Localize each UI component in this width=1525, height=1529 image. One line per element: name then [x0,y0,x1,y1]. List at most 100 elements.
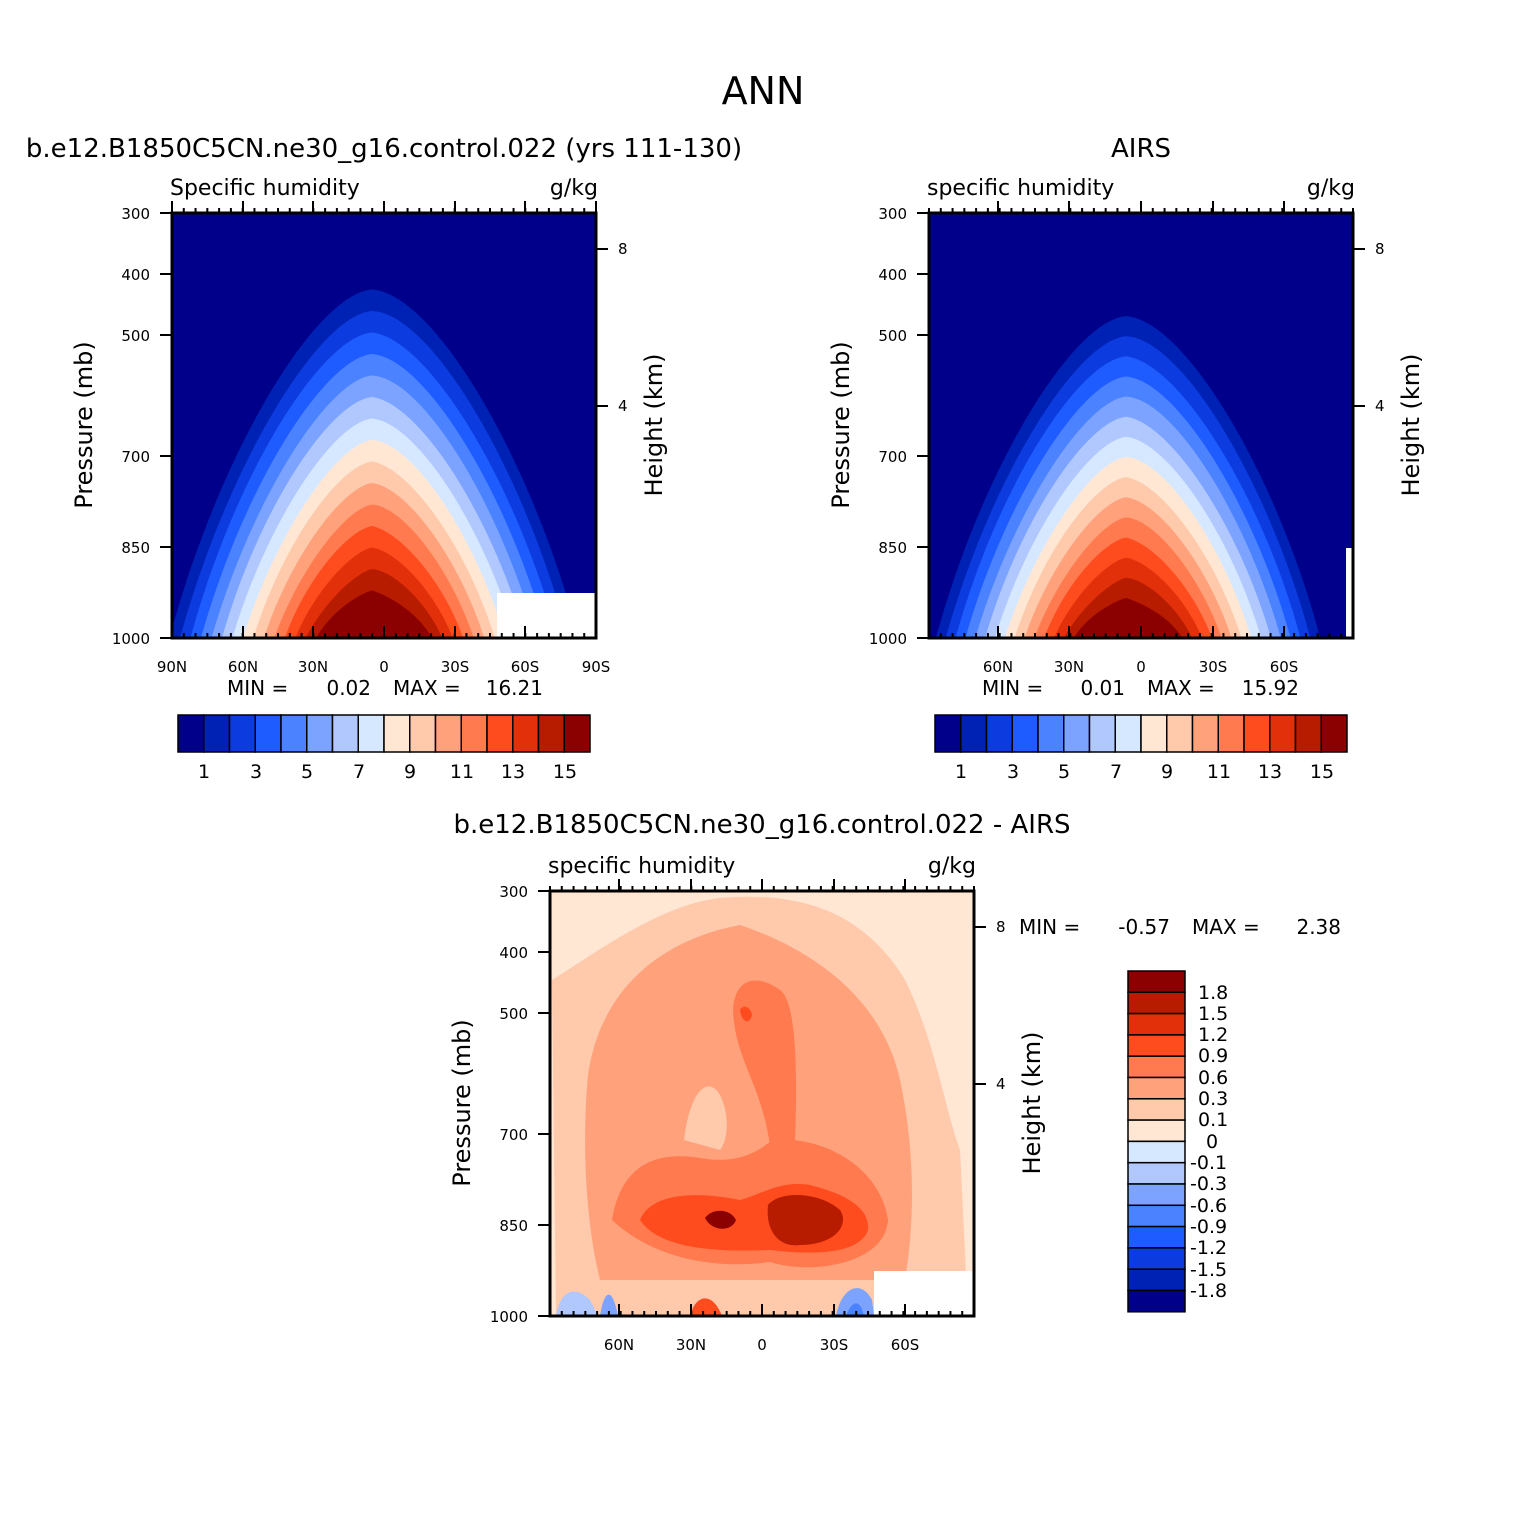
colorbar-box [1127,1268,1186,1292]
contour-band [767,1194,844,1246]
panel-model-ylabel-right: Height (km) [640,354,668,497]
colorbar-box [177,714,205,753]
height-tick-label: 8 [996,918,1006,936]
panel-obs-min-label: MIN = [982,676,1043,700]
colorbar-box [280,714,308,753]
y-tick-label: 500 [121,327,150,345]
colorbar-label: 15 [1310,761,1334,783]
colorbar-label: 0.9 [1198,1045,1228,1067]
colorbar-box [254,714,282,753]
y-tick-label: 500 [499,1005,528,1023]
panel-model-min-value: 0.02 [326,676,371,700]
y-tick-label: 1000 [490,1308,528,1326]
figure-title: ANN [722,69,805,113]
panel-model-missing-region [497,593,596,638]
panel-diff-case: b.e12.B1850C5CN.ne30_g16.control.022 - A… [453,810,1070,840]
x-tick-label: 30N [1054,658,1084,676]
y-tick-label: 700 [121,448,150,466]
y-tick-label: 850 [499,1217,528,1235]
colorbar-label: 9 [1161,761,1173,783]
colorbar-box [1037,714,1065,753]
y-tick-label: 700 [499,1126,528,1144]
colorbar-box [1140,714,1168,753]
colorbar-box [1127,1225,1186,1249]
colorbar-label: 3 [250,761,262,783]
x-tick-label: 60S [1270,658,1299,676]
colorbar-box [985,714,1013,753]
colorbar-box [1127,1289,1186,1313]
panel-model-colorbar [177,714,591,753]
height-tick-label: 8 [618,240,628,258]
contour-band [316,590,432,638]
height-tick-label: 4 [996,1075,1006,1093]
y-tick-label: 300 [878,205,907,223]
colorbar-box [306,714,334,753]
panel-obs-case: AIRS [1111,134,1171,164]
x-tick-label: 60N [604,1336,634,1354]
colorbar-box [1127,1140,1186,1164]
colorbar-box [1127,1012,1186,1036]
colorbar-box [1127,970,1186,994]
panel-model-max-value: 16.21 [486,676,543,700]
colorbar-label: 13 [501,761,525,783]
x-tick-label: 30N [298,658,328,676]
panel-diff-max-value: 2.38 [1296,915,1341,939]
colorbar-box [960,714,988,753]
x-tick-label: 30S [1199,658,1228,676]
panel-model: b.e12.B1850C5CN.ne30_g16.control.022 (yr… [26,134,742,783]
colorbar-box [1127,1247,1186,1270]
x-tick-label: 0 [1136,658,1146,676]
colorbar-box [1127,1183,1186,1207]
panel-diff-max-label: MAX = [1192,915,1260,939]
contour-band [846,1303,864,1316]
colorbar-label: 9 [404,761,416,783]
y-tick-label: 300 [499,883,528,901]
panel-model-left-label: Specific humidity [170,176,360,201]
panel-diff-ylabel: Pressure (mb) [448,1019,476,1186]
panel-diff: b.e12.B1850C5CN.ne30_g16.control.022 - A… [448,810,1341,1354]
panel-model-max-label: MAX = [393,676,461,700]
colorbar-label: -0.3 [1190,1173,1227,1195]
colorbar-box [460,714,488,753]
colorbar-label: -1.8 [1190,1280,1227,1302]
x-tick-label: 30S [441,658,470,676]
colorbar-box [331,714,359,753]
colorbar-box [1088,714,1116,753]
colorbar-box [1127,1119,1186,1143]
panel-obs-min-value: 0.01 [1080,676,1125,700]
colorbar-label: 0.6 [1198,1067,1228,1089]
colorbar-label: -0.1 [1190,1152,1227,1174]
colorbar-box [409,714,437,753]
colorbar-box [434,714,462,753]
y-tick-label: 400 [499,944,528,962]
panel-obs-colorbar [934,714,1348,753]
panel-obs-missing-region [1346,548,1353,638]
panel-obs-max-label: MAX = [1147,676,1215,700]
colorbar-label: -0.6 [1190,1195,1227,1217]
contour-band [740,1006,752,1022]
colorbar-label: 0.3 [1198,1088,1228,1110]
y-tick-label: 850 [121,539,150,557]
contour-band [1073,597,1183,638]
colorbar-label: 7 [1110,761,1122,783]
colorbar-box [228,714,256,753]
x-tick-label: 0 [379,658,389,676]
contour-band [836,1288,874,1316]
x-tick-label: 30S [820,1336,849,1354]
colorbar-box [203,714,231,753]
panel-model-case: b.e12.B1850C5CN.ne30_g16.control.022 (yr… [26,134,742,164]
contour-band [684,1086,727,1150]
panel-diff-field [550,891,974,1316]
colorbar-box [1127,1055,1186,1079]
y-tick-label: 850 [878,539,907,557]
panel-diff-missing-region [874,1271,974,1316]
panel-model-field [172,213,596,638]
panel-diff-min-label: MIN = [1019,915,1080,939]
x-tick-label: 60S [511,658,540,676]
x-tick-label: 60N [983,658,1013,676]
colorbar-label: 0.1 [1198,1109,1228,1131]
colorbar-box [934,714,962,753]
colorbar-box [1011,714,1039,753]
panel-model-units: g/kg [550,176,598,201]
